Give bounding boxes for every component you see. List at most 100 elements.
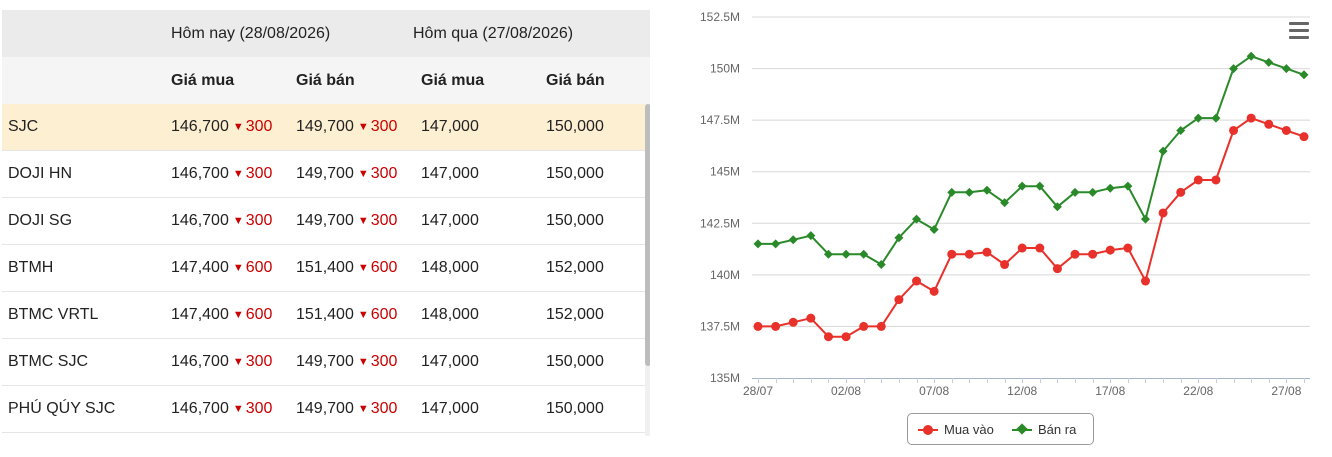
sell-price: 151,400 [296, 259, 354, 276]
data-point [753, 321, 763, 331]
data-point [1035, 181, 1045, 191]
data-point [1264, 57, 1274, 67]
data-point [1158, 146, 1168, 156]
triangle-down-icon: ▼ [357, 121, 369, 133]
data-point [1017, 243, 1027, 253]
today-sell: 149,700 ▼ 300 [296, 165, 397, 183]
data-point [753, 239, 763, 249]
sell-price: 149,700 [296, 353, 354, 370]
price-line-chart: 135M 137.5M 140M 142.5M 145M 147.5M 150M 152.5M… [700, 10, 1310, 398]
yesterday-sell: 150,000 [546, 400, 604, 417]
y-tick-label: 140M [710, 268, 740, 282]
buy-change: 600 [245, 306, 273, 323]
yesterday-sell: 152,000 [546, 259, 604, 276]
y-tick-label: 137.5M [700, 319, 740, 333]
today-buy: 147,400 ▼ 600 [171, 306, 272, 324]
data-point [876, 321, 886, 331]
legend-label: Mua vào [944, 422, 994, 437]
series-buy [753, 113, 1309, 342]
buy-price: 146,700 [171, 165, 229, 182]
x-axis: 28/07 02/08 07/08 12/08 17/08 22/08 27/08 [743, 378, 1310, 398]
table-row[interactable]: BTMC VRTL 147,400 ▼ 600 151,400 ▼ 600 148,00… [2, 292, 650, 339]
data-point [1264, 119, 1274, 129]
triangle-down-icon: ▼ [232, 168, 244, 180]
table-row[interactable]: BTMH 147,400 ▼ 600 151,400 ▼ 600 148,000 152… [2, 245, 650, 292]
buy-price: 146,700 [171, 353, 229, 370]
hamburger-menu-icon[interactable] [1289, 22, 1309, 40]
data-point [1052, 202, 1062, 212]
data-point [859, 321, 869, 331]
data-point [964, 187, 974, 197]
buy-price: 147,400 [171, 306, 229, 323]
data-point [1105, 245, 1115, 255]
x-tick-label: 27/08 [1271, 384, 1301, 398]
table-row[interactable]: SJC 146,700 ▼ 300 149,700 ▼ 300 147,000 150,… [2, 104, 650, 151]
triangle-down-icon: ▼ [357, 262, 369, 274]
data-point [1140, 214, 1150, 224]
data-point [1140, 276, 1150, 286]
y-tick-label: 150M [710, 62, 740, 76]
brand-name: DOJI HN [8, 165, 72, 182]
yesterday-buy: 148,000 [421, 259, 479, 276]
triangle-down-icon: ▼ [357, 309, 369, 321]
x-tick-label: 17/08 [1095, 384, 1125, 398]
data-point [982, 185, 992, 195]
data-point [1088, 187, 1098, 197]
table-body: SJC 146,700 ▼ 300 149,700 ▼ 300 147,000 150,… [2, 104, 650, 433]
today-sell: 149,700 ▼ 300 [296, 118, 397, 136]
data-point [806, 313, 816, 323]
triangle-down-icon: ▼ [357, 215, 369, 227]
triangle-down-icon: ▼ [232, 215, 244, 227]
today-buy: 146,700 ▼ 300 [171, 212, 272, 230]
col-today-sell: Giá bán [296, 72, 355, 89]
yesterday-buy: 147,000 [421, 353, 479, 370]
yesterday-buy: 147,000 [421, 400, 479, 417]
today-sell: 149,700 ▼ 300 [296, 353, 397, 371]
chart-legend: Mua vào Bán ra [907, 413, 1094, 445]
y-tick-label: 152.5M [700, 10, 740, 24]
buy-change: 600 [245, 259, 273, 276]
data-point [841, 249, 851, 259]
scrollbar-thumb[interactable] [645, 104, 650, 366]
y-tick-label: 135M [710, 371, 740, 385]
data-point [771, 321, 781, 331]
sell-change: 300 [370, 165, 398, 182]
data-point [823, 332, 833, 342]
data-point [1281, 125, 1291, 135]
table-header-dates: Hôm nay (28/08/2026) Hôm qua (27/08/2026… [2, 10, 650, 57]
data-point [1229, 125, 1239, 135]
header-yesterday: Hôm qua (27/08/2026) [413, 25, 574, 42]
table-row[interactable]: DOJI SG 146,700 ▼ 300 149,700 ▼ 300 147,000 … [2, 198, 650, 245]
data-point [1035, 243, 1045, 253]
table-scrollbar[interactable] [645, 104, 650, 436]
legend-item-buy[interactable]: Mua vào [918, 422, 994, 437]
series-line [758, 117, 1305, 338]
y-axis: 135M 137.5M 140M 142.5M 145M 147.5M 150M 152.5M [700, 10, 740, 385]
data-point [1000, 198, 1010, 208]
triangle-down-icon: ▼ [357, 403, 369, 415]
sell-price: 149,700 [296, 212, 354, 229]
data-point [1193, 113, 1203, 123]
brand-name: PHÚ QÚY SJC [8, 400, 116, 417]
data-point [806, 231, 816, 241]
table-row[interactable]: DOJI HN 146,700 ▼ 300 149,700 ▼ 300 147,000 … [2, 151, 650, 198]
legend-item-sell[interactable]: Bán ra [1012, 422, 1076, 437]
sell-price: 151,400 [296, 306, 354, 323]
data-point [912, 214, 922, 224]
table-row[interactable]: PHÚ QÚY SJC 146,700 ▼ 300 149,700 ▼ 300 147,… [2, 386, 650, 433]
data-point [929, 224, 939, 234]
buy-change: 300 [245, 212, 273, 229]
col-today-buy: Giá mua [171, 72, 235, 89]
buy-change: 300 [245, 353, 273, 370]
data-point [841, 332, 851, 342]
data-point [894, 233, 904, 243]
buy-change: 300 [245, 118, 273, 135]
data-point [982, 247, 992, 257]
table-row[interactable]: BTMC SJC 146,700 ▼ 300 149,700 ▼ 300 147,000… [2, 339, 650, 386]
data-point [1176, 125, 1186, 135]
data-point [912, 276, 922, 286]
data-point [1088, 249, 1098, 259]
data-point [1123, 243, 1133, 253]
sell-change: 300 [370, 212, 398, 229]
buy-price: 146,700 [171, 212, 229, 229]
